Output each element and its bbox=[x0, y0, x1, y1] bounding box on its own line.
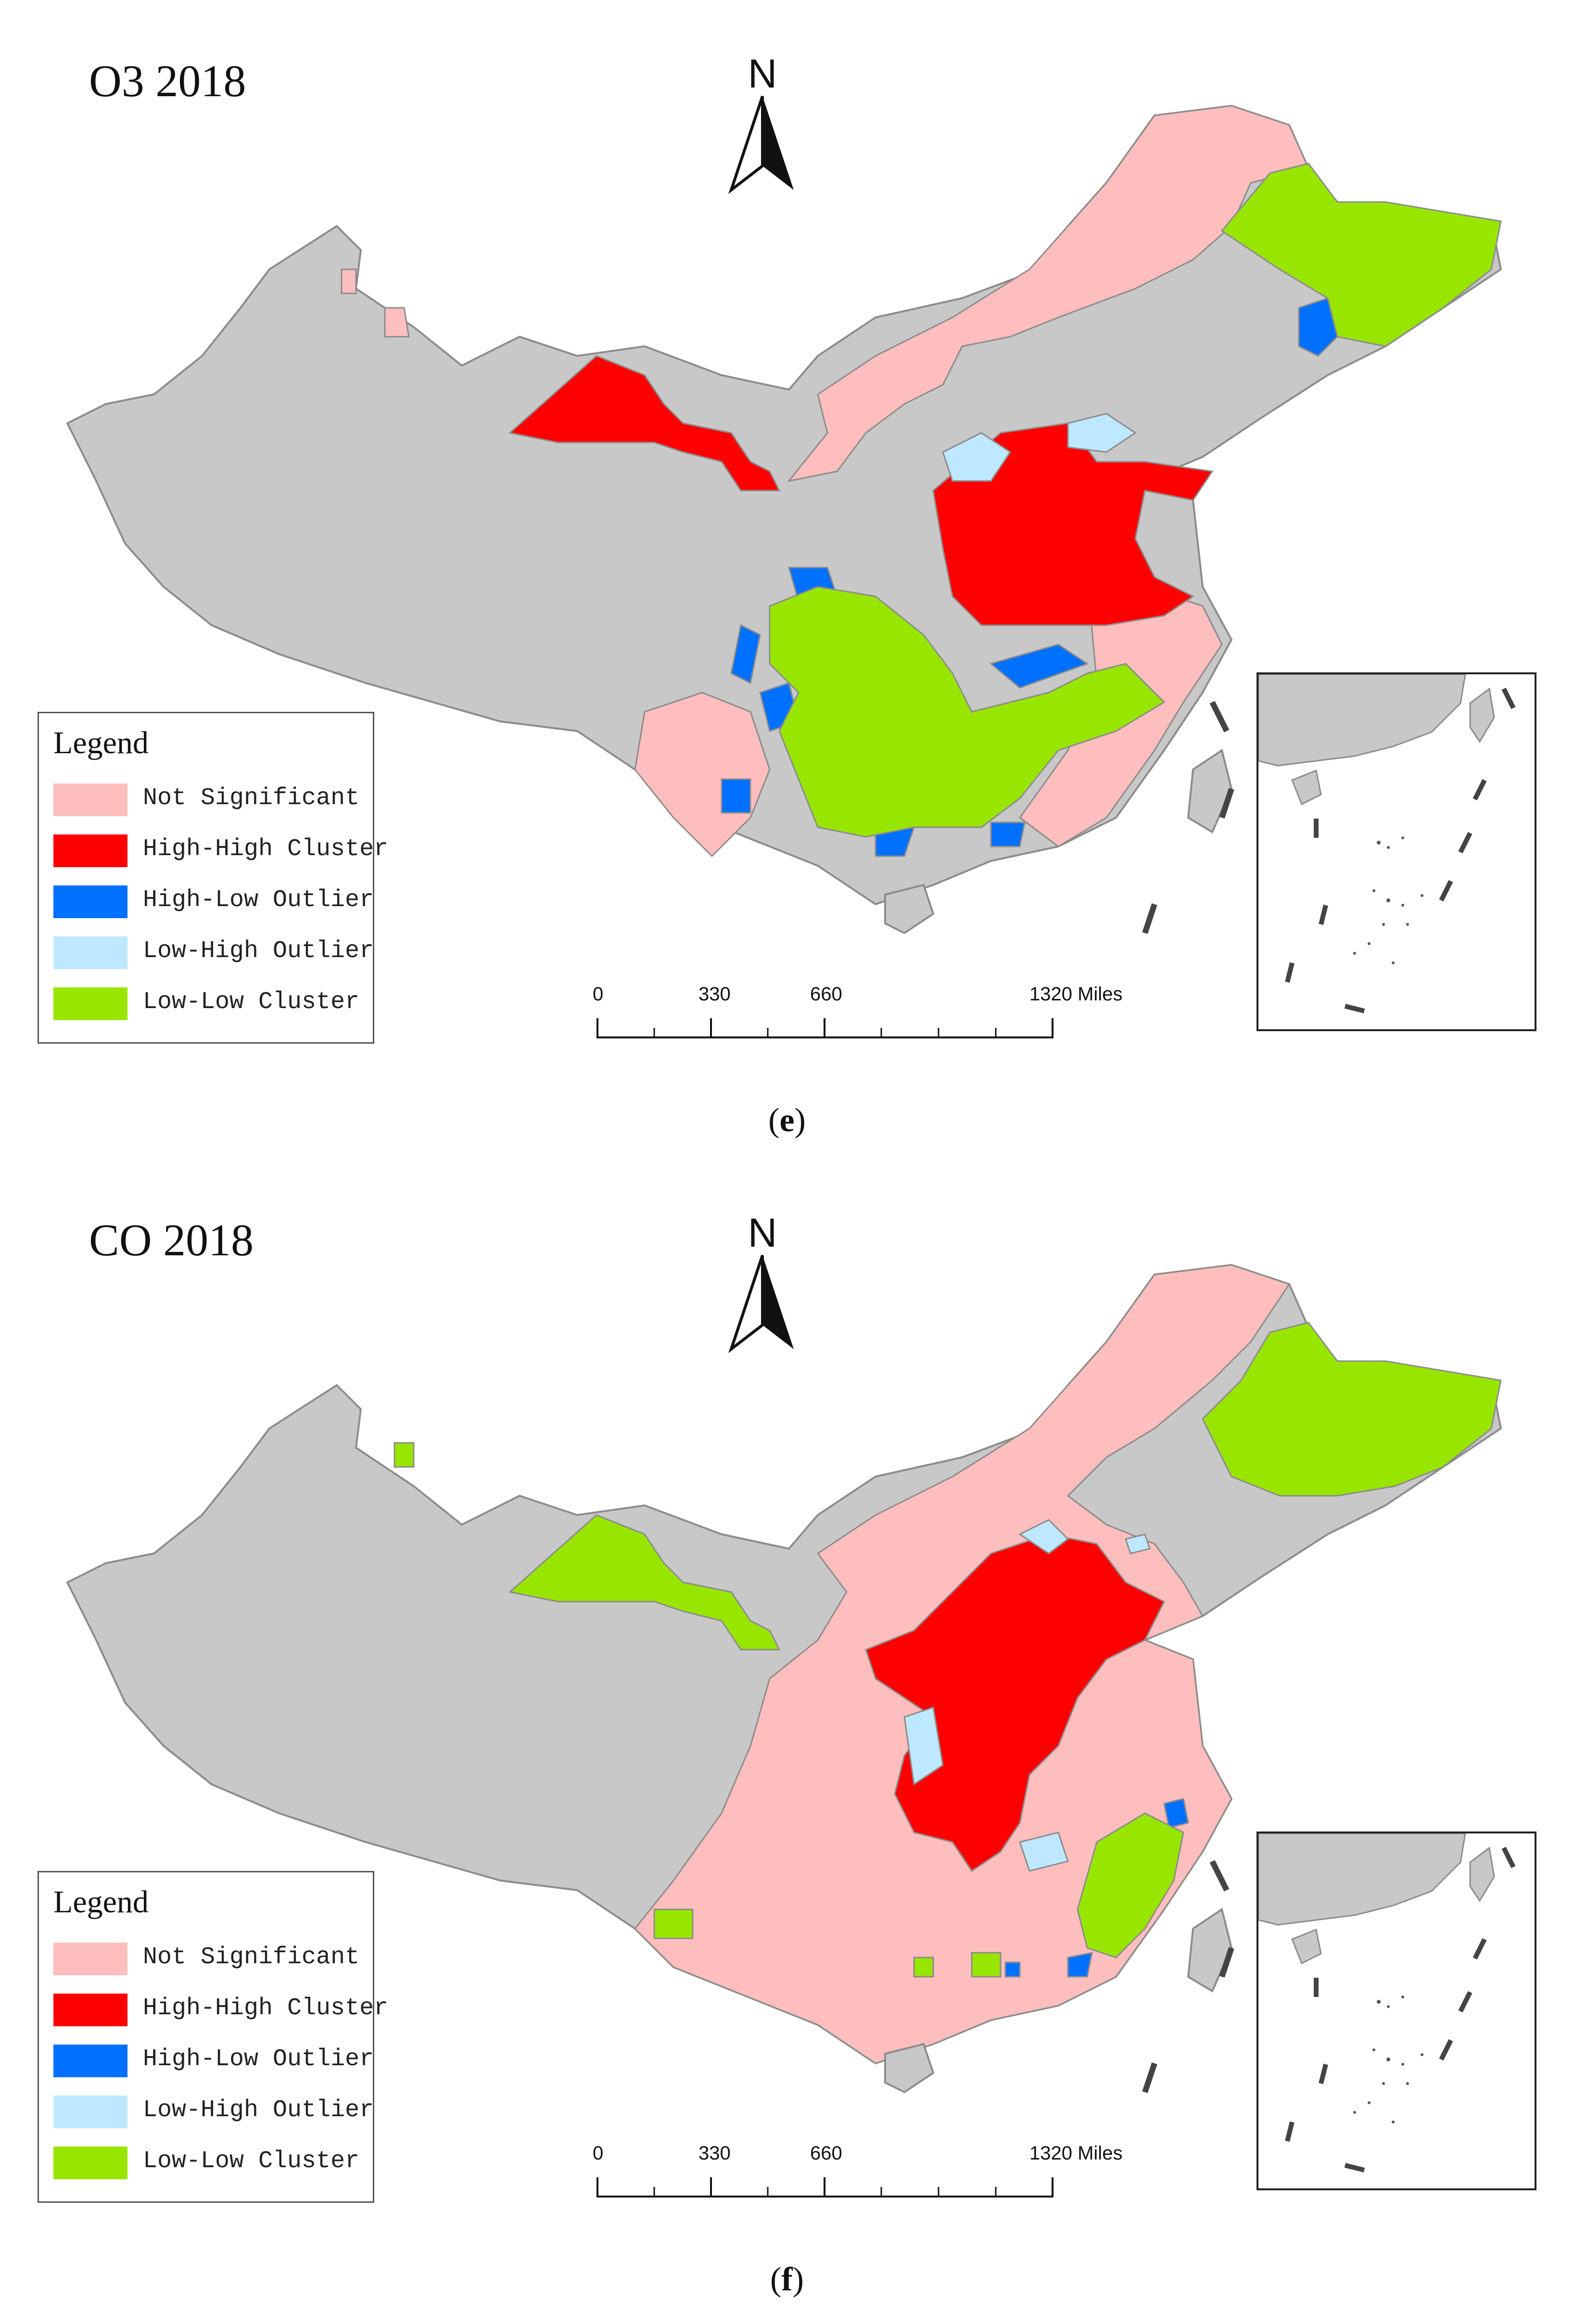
legend-swatch bbox=[53, 936, 127, 969]
legend-item: Low-Low Cluster bbox=[53, 2144, 371, 2182]
map-panel-e: O3 2018 N Legend Not Significant High-Hi… bbox=[0, 0, 1574, 1159]
scale-tick-label: 330 bbox=[698, 984, 731, 1005]
legend-item: High-Low Outlier bbox=[53, 2042, 374, 2080]
figure-caption: (e) bbox=[768, 1102, 806, 1139]
region-high-high bbox=[508, 355, 781, 492]
legend-label: Low-Low Cluster bbox=[143, 2147, 360, 2175]
dash-line-segments bbox=[1142, 701, 1234, 934]
scale-tick-label: 1320 Miles bbox=[1029, 2143, 1123, 2164]
legend-swatch bbox=[53, 2045, 127, 2077]
region-not-significant bbox=[341, 268, 410, 338]
legend-label: Low-High Outlier bbox=[143, 2097, 374, 2124]
inset-map bbox=[1258, 674, 1516, 1013]
legend-swatch bbox=[53, 2147, 127, 2179]
caption-letter: f bbox=[781, 2261, 793, 2298]
region-low-low bbox=[394, 1442, 781, 1651]
legend-item: High-Low Outlier bbox=[53, 883, 374, 921]
map-title: O3 2018 bbox=[89, 56, 246, 106]
region-not-significant bbox=[634, 692, 771, 858]
legend-title: Legend bbox=[53, 725, 149, 760]
scale-tick-label: 0 bbox=[593, 984, 604, 1005]
north-arrow-icon bbox=[728, 96, 794, 194]
legend-item: Not Significant bbox=[53, 781, 371, 819]
legend-swatch bbox=[53, 987, 127, 1020]
legend-label: Not Significant bbox=[143, 1944, 360, 1971]
legend-label: High-High Cluster bbox=[143, 835, 389, 863]
scale-tick-label: 330 bbox=[698, 2143, 731, 2164]
island-taiwan bbox=[1187, 748, 1233, 834]
scale-bar: 0 330 660 1320 Miles bbox=[592, 2143, 1123, 2200]
south-china-sea-inset bbox=[1257, 1831, 1536, 2190]
legend-label: Low-High Outlier bbox=[143, 937, 374, 965]
north-label: N bbox=[748, 51, 777, 96]
region-low-low bbox=[1220, 163, 1502, 347]
north-arrow: N bbox=[726, 1210, 799, 1359]
legend-title: Legend bbox=[53, 1884, 149, 1920]
scale-bar: 0 330 660 1320 Miles bbox=[592, 984, 1123, 1041]
legend-swatch bbox=[53, 783, 127, 816]
scale-bar-line bbox=[597, 2177, 1054, 2198]
region-high-high bbox=[932, 422, 1214, 626]
legend-label: High-Low Outlier bbox=[143, 886, 374, 914]
legend-swatch bbox=[53, 834, 127, 867]
island-hainan bbox=[884, 884, 935, 935]
dash-line-segments bbox=[1142, 1860, 1234, 2093]
legend: Legend Not Significant High-High Cluster… bbox=[38, 1871, 388, 2203]
region-low-low bbox=[769, 586, 1166, 838]
region-high-low bbox=[1004, 1798, 1189, 1978]
legend-item: Low-High Outlier bbox=[53, 934, 374, 972]
north-label: N bbox=[748, 1210, 777, 1255]
scale-bar-line bbox=[597, 1018, 1054, 1038]
legend-label: High-Low Outlier bbox=[143, 2046, 374, 2073]
legend-label: High-High Cluster bbox=[143, 1995, 389, 2022]
region-low-high bbox=[903, 1519, 1151, 1872]
legend-item: Low-High Outlier bbox=[53, 2093, 374, 2131]
legend-swatch bbox=[53, 1943, 127, 1975]
island-hainan bbox=[884, 2043, 935, 2094]
north-arrow: N bbox=[726, 51, 799, 200]
scale-tick-label: 0 bbox=[593, 2143, 604, 2164]
legend-item: Not Significant bbox=[53, 1940, 371, 1978]
region-low-low bbox=[1202, 1322, 1502, 1497]
scale-tick-label: 660 bbox=[810, 984, 842, 1005]
scale-tick-label: 1320 Miles bbox=[1029, 984, 1123, 1005]
map-panel-f: CO 2018 N Legend Not Significant High-Hi… bbox=[0, 1159, 1574, 2318]
region-not-significant bbox=[787, 105, 1310, 482]
caption-letter: e bbox=[779, 1102, 795, 1139]
legend-swatch bbox=[53, 2096, 127, 2128]
legend-item: Low-Low Cluster bbox=[53, 985, 371, 1023]
legend-item: High-High Cluster bbox=[53, 1991, 388, 2029]
china-map-o3 bbox=[66, 104, 1502, 935]
china-map-co bbox=[66, 1263, 1502, 2094]
inset-map bbox=[1258, 1833, 1516, 2172]
legend: Legend Not Significant High-High Cluster… bbox=[38, 712, 388, 1044]
map-title: CO 2018 bbox=[89, 1215, 254, 1265]
legend-item: High-High Cluster bbox=[53, 832, 388, 870]
island-taiwan bbox=[1187, 1907, 1233, 1993]
south-china-sea-inset bbox=[1257, 672, 1536, 1031]
region-low-high bbox=[942, 413, 1137, 482]
north-arrow-icon bbox=[728, 1255, 794, 1353]
scale-tick-label: 660 bbox=[810, 2143, 842, 2164]
legend-label: Not Significant bbox=[143, 784, 360, 812]
region-low-low bbox=[653, 1812, 1184, 1978]
legend-label: Low-Low Cluster bbox=[143, 988, 360, 1016]
figure-caption: (f) bbox=[770, 2261, 804, 2298]
legend-swatch bbox=[53, 885, 127, 918]
legend-swatch bbox=[53, 1994, 127, 2026]
